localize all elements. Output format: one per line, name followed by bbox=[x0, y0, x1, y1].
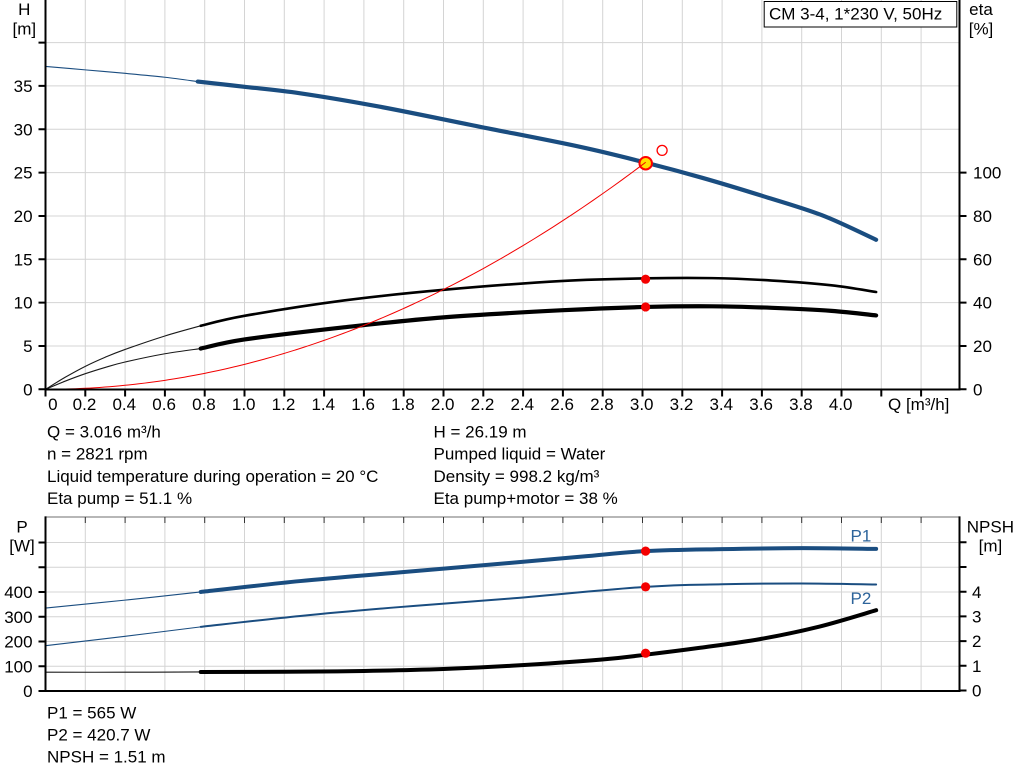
svg-text:3: 3 bbox=[972, 608, 981, 627]
svg-text:0: 0 bbox=[23, 380, 32, 399]
svg-text:3.0: 3.0 bbox=[630, 395, 654, 414]
svg-text:Liquid temperature during oper: Liquid temperature during operation = 20… bbox=[47, 467, 378, 486]
svg-text:0: 0 bbox=[48, 395, 57, 414]
svg-text:0: 0 bbox=[973, 380, 982, 399]
svg-text:30: 30 bbox=[14, 120, 33, 139]
svg-text:0.6: 0.6 bbox=[152, 395, 176, 414]
svg-text:0.8: 0.8 bbox=[192, 395, 216, 414]
svg-text:2.0: 2.0 bbox=[431, 395, 455, 414]
svg-text:80: 80 bbox=[973, 207, 992, 226]
svg-text:eta: eta bbox=[969, 0, 993, 19]
svg-text:2.8: 2.8 bbox=[590, 395, 614, 414]
svg-text:3.2: 3.2 bbox=[670, 395, 694, 414]
svg-text:Eta pump = 51.1 %: Eta pump = 51.1 % bbox=[47, 489, 192, 508]
svg-text:0: 0 bbox=[23, 682, 32, 701]
svg-text:CM 3-4, 1*230 V, 50Hz: CM 3-4, 1*230 V, 50Hz bbox=[769, 5, 942, 24]
svg-text:Pumped liquid = Water: Pumped liquid = Water bbox=[434, 445, 606, 464]
svg-text:0.4: 0.4 bbox=[112, 395, 136, 414]
svg-text:300: 300 bbox=[4, 608, 32, 627]
svg-text:NPSH: NPSH bbox=[967, 518, 1014, 537]
svg-text:1.6: 1.6 bbox=[351, 395, 375, 414]
svg-text:3.4: 3.4 bbox=[709, 395, 733, 414]
svg-text:P2 = 420.7 W: P2 = 420.7 W bbox=[47, 725, 150, 744]
svg-text:[W]: [W] bbox=[9, 536, 35, 555]
svg-text:Density = 998.2 kg/m³: Density = 998.2 kg/m³ bbox=[434, 467, 600, 486]
svg-text:P1 = 565 W: P1 = 565 W bbox=[47, 703, 136, 722]
svg-text:Q [m³/h]: Q [m³/h] bbox=[888, 395, 949, 414]
svg-text:3.6: 3.6 bbox=[749, 395, 773, 414]
svg-text:2.4: 2.4 bbox=[510, 395, 534, 414]
svg-text:20: 20 bbox=[973, 337, 992, 356]
svg-text:0: 0 bbox=[972, 682, 981, 701]
svg-text:100: 100 bbox=[973, 164, 1001, 183]
svg-text:n = 2821 rpm: n = 2821 rpm bbox=[47, 445, 148, 464]
svg-text:2: 2 bbox=[972, 632, 981, 651]
svg-text:400: 400 bbox=[4, 583, 32, 602]
svg-text:20: 20 bbox=[14, 207, 33, 226]
svg-text:3.8: 3.8 bbox=[789, 395, 813, 414]
svg-text:40: 40 bbox=[973, 294, 992, 313]
svg-text:1.0: 1.0 bbox=[232, 395, 256, 414]
svg-text:35: 35 bbox=[14, 77, 33, 96]
svg-text:P1: P1 bbox=[851, 527, 872, 546]
svg-text:0.2: 0.2 bbox=[73, 395, 97, 414]
svg-text:Q = 3.016 m³/h: Q = 3.016 m³/h bbox=[47, 423, 161, 442]
svg-text:200: 200 bbox=[4, 633, 32, 652]
svg-text:10: 10 bbox=[14, 294, 33, 313]
svg-text:NPSH = 1.51 m: NPSH = 1.51 m bbox=[47, 747, 166, 766]
svg-text:5: 5 bbox=[23, 337, 32, 356]
svg-text:25: 25 bbox=[14, 164, 33, 183]
svg-text:2.2: 2.2 bbox=[471, 395, 495, 414]
svg-text:60: 60 bbox=[973, 250, 992, 269]
svg-text:[%]: [%] bbox=[969, 20, 994, 39]
svg-text:P2: P2 bbox=[851, 589, 872, 608]
svg-text:1: 1 bbox=[972, 657, 981, 676]
svg-text:1.2: 1.2 bbox=[272, 395, 296, 414]
svg-text:100: 100 bbox=[4, 657, 32, 676]
svg-text:2.6: 2.6 bbox=[550, 395, 574, 414]
svg-text:15: 15 bbox=[14, 250, 33, 269]
svg-text:1.8: 1.8 bbox=[391, 395, 415, 414]
svg-text:Eta pump+motor = 38 %: Eta pump+motor = 38 % bbox=[434, 489, 618, 508]
svg-text:4.0: 4.0 bbox=[829, 395, 853, 414]
svg-text:H: H bbox=[18, 0, 30, 19]
svg-text:4: 4 bbox=[972, 583, 981, 602]
svg-text:1.4: 1.4 bbox=[311, 395, 335, 414]
svg-text:P: P bbox=[16, 518, 27, 537]
svg-text:[m]: [m] bbox=[12, 20, 36, 39]
svg-text:[m]: [m] bbox=[979, 536, 1003, 555]
svg-text:H = 26.19 m: H = 26.19 m bbox=[434, 423, 527, 442]
